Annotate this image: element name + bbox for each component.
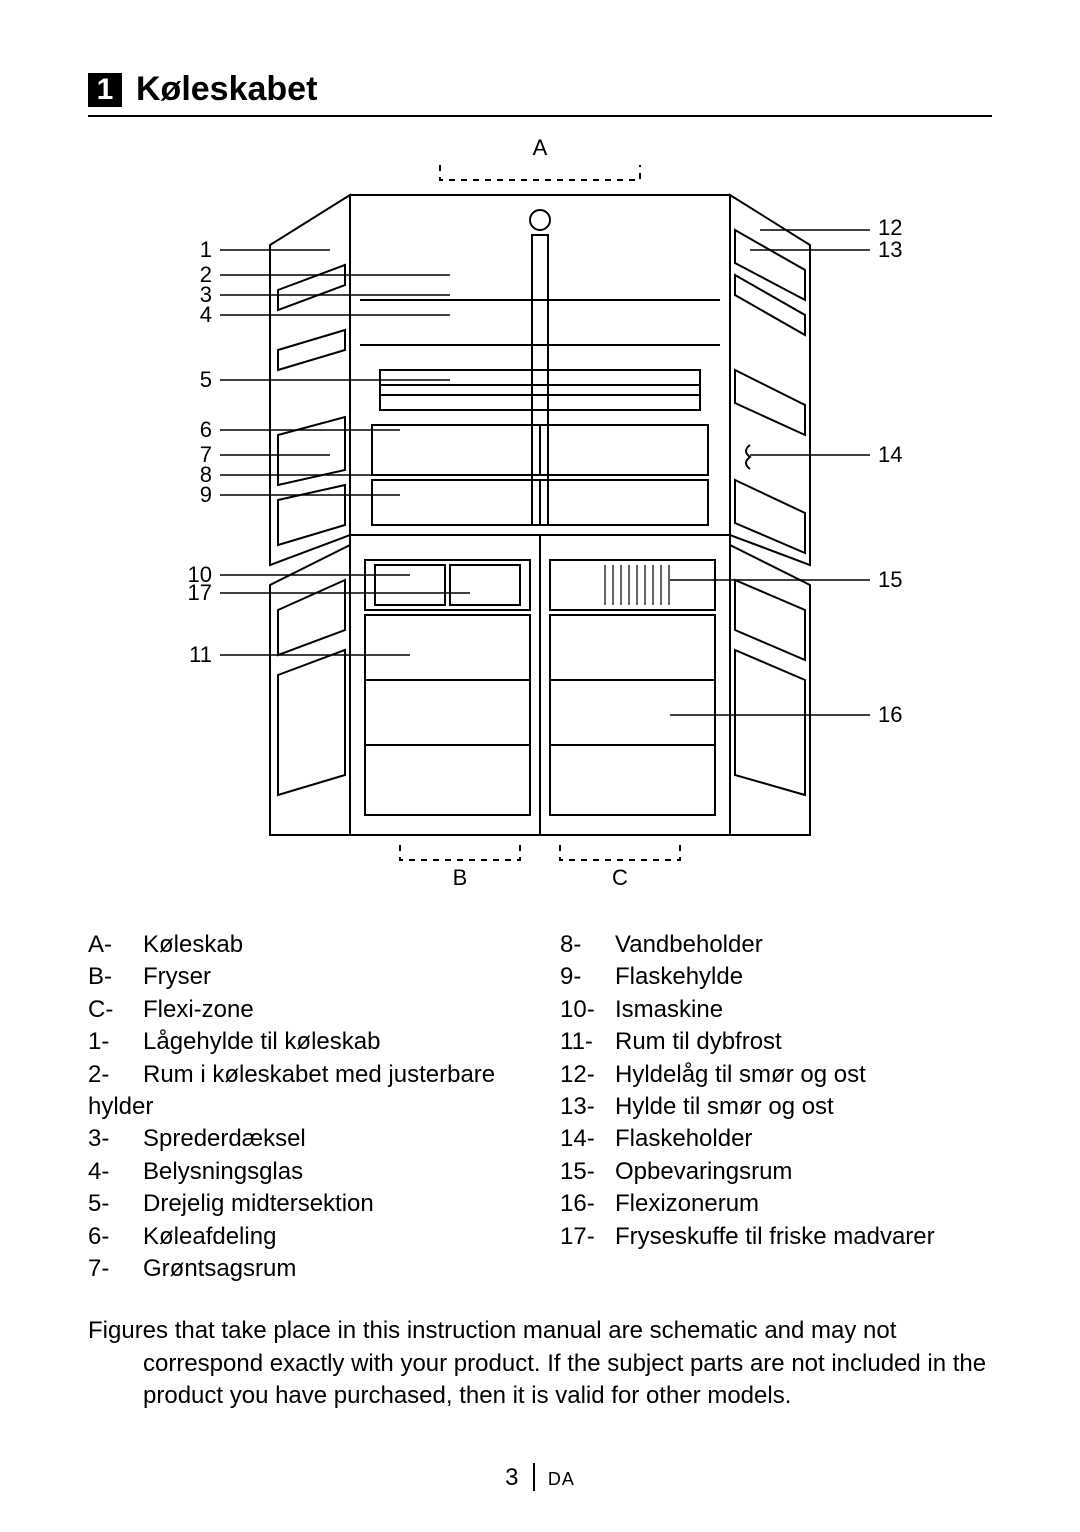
disclaimer-line2: correspond exactly with your product. If… xyxy=(88,1348,992,1380)
legend-index: 16- xyxy=(560,1188,615,1220)
legend-text: Køleafdeling xyxy=(143,1221,276,1253)
legend-col-left: A-KøleskabB-FryserC-Flexi-zone1-Lågehyld… xyxy=(88,929,520,1285)
section-heading: 1 Køleskabet xyxy=(88,70,992,117)
legend-index: 14- xyxy=(560,1123,615,1155)
refrigerator-diagram: A xyxy=(150,135,930,895)
callout-13: 13 xyxy=(878,237,902,262)
legend-row: 5-Drejelig midtersektion xyxy=(88,1188,520,1220)
label-A: A xyxy=(533,135,548,160)
legend-row: 9-Flaskehylde xyxy=(560,961,992,993)
legend-index: B- xyxy=(88,961,143,993)
legend-row: 1-Lågehylde til køleskab xyxy=(88,1026,520,1058)
legend-text: Hyldelåg til smør og ost xyxy=(615,1059,866,1091)
callout-15: 15 xyxy=(878,567,902,592)
disclaimer-line1: Figures that take place in this instruct… xyxy=(88,1317,896,1344)
callout-11: 11 xyxy=(189,642,212,667)
legend-text: Grøntsagsrum xyxy=(143,1253,296,1285)
legend-text: Rum til dybfrost xyxy=(615,1026,782,1058)
legend-index: 8- xyxy=(560,929,615,961)
legend-row: 16-Flexizonerum xyxy=(560,1188,992,1220)
legend-index: 11- xyxy=(560,1026,615,1058)
legend-row: B-Fryser xyxy=(88,961,520,993)
legend-index: 17- xyxy=(560,1221,615,1253)
legend-index: C- xyxy=(88,994,143,1026)
legend-row: C-Flexi-zone xyxy=(88,994,520,1026)
legend-row: 2-Rum i køleskabet med justerbare xyxy=(88,1059,520,1091)
legend-row: 3-Sprederdæksel xyxy=(88,1123,520,1155)
legend-index: 5- xyxy=(88,1188,143,1220)
callout-9: 9 xyxy=(200,482,212,507)
page-number: 3 xyxy=(505,1464,518,1491)
footer-lang: DA xyxy=(548,1469,575,1489)
callout-5: 5 xyxy=(200,367,212,392)
legend-index: 9- xyxy=(560,961,615,993)
legend-index: 6- xyxy=(88,1221,143,1253)
legend-text: Fryser xyxy=(143,961,211,993)
legend-text: Køleskab xyxy=(143,929,243,961)
page-footer: 3 DA xyxy=(0,1463,1080,1492)
legend-text: Drejelig midtersektion xyxy=(143,1188,374,1220)
legend-text: hylder xyxy=(88,1091,153,1123)
label-B: B xyxy=(453,865,468,890)
manual-page: 1 Køleskabet A xyxy=(0,0,1080,1532)
legend-index: 3- xyxy=(88,1123,143,1155)
legend-index: 2- xyxy=(88,1059,143,1091)
legend-col-right: 8-Vandbeholder9-Flaskehylde10-Ismaskine1… xyxy=(560,929,992,1285)
section-number-box: 1 xyxy=(88,73,122,107)
callout-17: 17 xyxy=(188,580,212,605)
disclaimer: Figures that take place in this instruct… xyxy=(88,1315,992,1412)
legend-row: A-Køleskab xyxy=(88,929,520,961)
legend-index: 10- xyxy=(560,994,615,1026)
legend-row: 4-Belysningsglas xyxy=(88,1156,520,1188)
legend-row: 17-Fryseskuffe til friske madvarer xyxy=(560,1221,992,1253)
legend-row: 15-Opbevaringsrum xyxy=(560,1156,992,1188)
legend-index: 1- xyxy=(88,1026,143,1058)
footer-separator xyxy=(533,1463,535,1491)
legend-row: 6-Køleafdeling xyxy=(88,1221,520,1253)
legend-row: 13-Hylde til smør og ost xyxy=(560,1091,992,1123)
legend-row: 11-Rum til dybfrost xyxy=(560,1026,992,1058)
callout-1: 1 xyxy=(200,237,212,262)
disclaimer-line3: product you have purchased, then it is v… xyxy=(88,1380,992,1412)
section-title: Køleskabet xyxy=(136,70,317,109)
figure-container: A xyxy=(88,135,992,895)
legend-text: Flaskehylde xyxy=(615,961,743,993)
legend-text: Flexi-zone xyxy=(143,994,254,1026)
legend-index: 7- xyxy=(88,1253,143,1285)
legend-text: Sprederdæksel xyxy=(143,1123,306,1155)
legend-row: hylder xyxy=(88,1091,520,1123)
legend-row: 14-Flaskeholder xyxy=(560,1123,992,1155)
legend-row: 12-Hyldelåg til smør og ost xyxy=(560,1059,992,1091)
legend-index: 13- xyxy=(560,1091,615,1123)
legend-text: Belysningsglas xyxy=(143,1156,303,1188)
callout-14: 14 xyxy=(878,442,902,467)
legend-index: A- xyxy=(88,929,143,961)
callout-4: 4 xyxy=(200,302,212,327)
legend-text: Fryseskuffe til friske madvarer xyxy=(615,1221,935,1253)
label-C: C xyxy=(612,865,628,890)
legend-text: Flexizonerum xyxy=(615,1188,759,1220)
legend-text: Ismaskine xyxy=(615,994,723,1026)
legend-text: Flaskeholder xyxy=(615,1123,752,1155)
legend-text: Hylde til smør og ost xyxy=(615,1091,834,1123)
legend: A-KøleskabB-FryserC-Flexi-zone1-Lågehyld… xyxy=(88,929,992,1285)
legend-text: Rum i køleskabet med justerbare xyxy=(143,1059,495,1091)
legend-text: Opbevaringsrum xyxy=(615,1156,792,1188)
callout-16: 16 xyxy=(878,702,902,727)
legend-text: Lågehylde til køleskab xyxy=(143,1026,380,1058)
legend-index: 15- xyxy=(560,1156,615,1188)
legend-row: 7-Grøntsagsrum xyxy=(88,1253,520,1285)
legend-row: 10-Ismaskine xyxy=(560,994,992,1026)
callout-6: 6 xyxy=(200,417,212,442)
legend-text: Vandbeholder xyxy=(615,929,763,961)
legend-row: 8-Vandbeholder xyxy=(560,929,992,961)
legend-index: 4- xyxy=(88,1156,143,1188)
legend-index: 12- xyxy=(560,1059,615,1091)
section-number: 1 xyxy=(97,73,114,107)
